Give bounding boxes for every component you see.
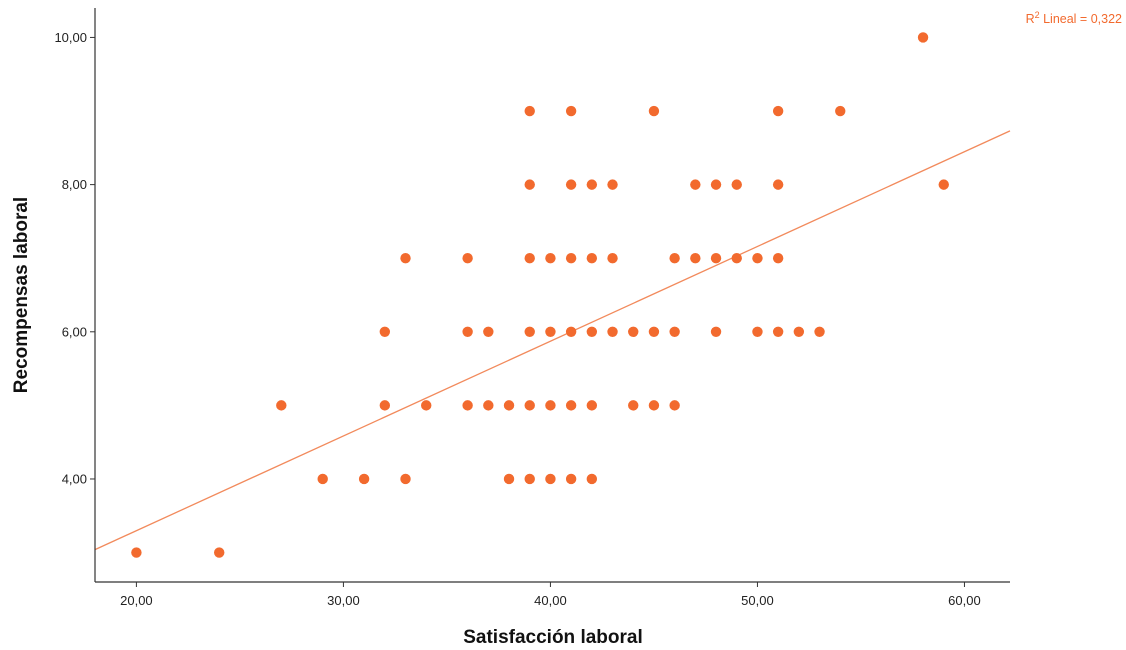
data-point: [586, 179, 598, 190]
data-point: [545, 400, 556, 411]
data-point: [545, 326, 556, 337]
y-axis-title: Recompensas laboral: [11, 197, 32, 393]
data-point: [400, 253, 411, 264]
data-point: [607, 253, 618, 264]
data-point: [131, 547, 142, 558]
data-point: [607, 179, 618, 190]
data-point: [565, 400, 577, 411]
data-point: [690, 253, 701, 264]
data-point: [565, 473, 577, 485]
data-point: [400, 473, 411, 485]
data-point: [545, 253, 556, 264]
data-point: [648, 105, 660, 117]
data-point: [462, 400, 473, 411]
fit-line-layer: [94, 130, 1011, 551]
data-point: [503, 400, 515, 411]
data-point: [462, 326, 473, 337]
axes-layer: 20,00 30,00 40,00 50,00 60,00 4,00 6,00 8,00 10,…: [54, 8, 1010, 608]
data-point: [503, 473, 515, 485]
data-point: [731, 179, 742, 190]
x-tick-label: 60,00: [948, 593, 981, 608]
data-point: [524, 179, 535, 190]
data-point: [214, 547, 225, 558]
r2-label: R2 Lineal = 0,322: [1026, 10, 1122, 26]
data-point: [317, 473, 328, 485]
data-point: [358, 473, 370, 485]
data-point: [462, 253, 473, 264]
data-point: [421, 400, 432, 411]
x-tick-label: 30,00: [327, 593, 360, 608]
data-point: [648, 326, 660, 337]
data-point: [710, 179, 722, 190]
data-point: [565, 179, 577, 190]
data-point: [586, 400, 598, 411]
data-point: [545, 473, 556, 485]
x-tick-label: 20,00: [120, 593, 153, 608]
data-point: [586, 473, 598, 485]
data-point: [772, 179, 784, 190]
data-point: [669, 400, 680, 411]
data-point: [710, 253, 722, 264]
data-point: [938, 179, 949, 190]
data-point: [565, 326, 577, 337]
data-point: [752, 326, 763, 337]
data-point: [772, 253, 784, 264]
data-point: [628, 326, 639, 337]
y-tick-label: 8,00: [62, 177, 87, 192]
data-point: [379, 400, 391, 411]
fit-line: [94, 130, 1011, 551]
data-point: [628, 400, 639, 411]
r2-superscript: 2: [1035, 10, 1040, 20]
y-tick-label: 6,00: [62, 324, 87, 339]
x-axis-title: Satisfacción laboral: [463, 627, 643, 648]
data-point: [648, 400, 660, 411]
r2-suffix: Lineal = 0,322: [1040, 12, 1122, 26]
data-point: [565, 253, 577, 264]
y-tick-label: 10,00: [54, 30, 87, 45]
data-point: [524, 400, 535, 411]
r2-prefix: R: [1026, 12, 1035, 26]
data-point: [917, 32, 929, 43]
data-point: [669, 326, 680, 337]
data-point: [524, 326, 535, 337]
data-point: [772, 105, 784, 117]
data-point: [379, 326, 391, 337]
data-point: [483, 400, 494, 411]
data-point: [607, 326, 618, 337]
y-tick-label: 4,00: [62, 471, 87, 486]
data-point: [731, 253, 742, 264]
data-point: [524, 105, 535, 117]
data-point: [586, 326, 598, 337]
data-point: [793, 326, 805, 337]
data-point: [524, 253, 535, 264]
data-point: [835, 105, 846, 117]
data-point: [524, 473, 535, 485]
data-point: [814, 326, 825, 337]
data-point: [752, 253, 763, 264]
x-tick-label: 50,00: [741, 593, 774, 608]
data-point: [690, 179, 701, 190]
data-point: [772, 326, 784, 337]
x-tick-label: 40,00: [534, 593, 567, 608]
data-point: [565, 105, 577, 117]
data-point: [276, 400, 287, 411]
data-point: [710, 326, 722, 337]
data-point: [483, 326, 494, 337]
points-layer: [131, 32, 949, 558]
data-point: [669, 253, 680, 264]
data-point: [586, 253, 598, 264]
